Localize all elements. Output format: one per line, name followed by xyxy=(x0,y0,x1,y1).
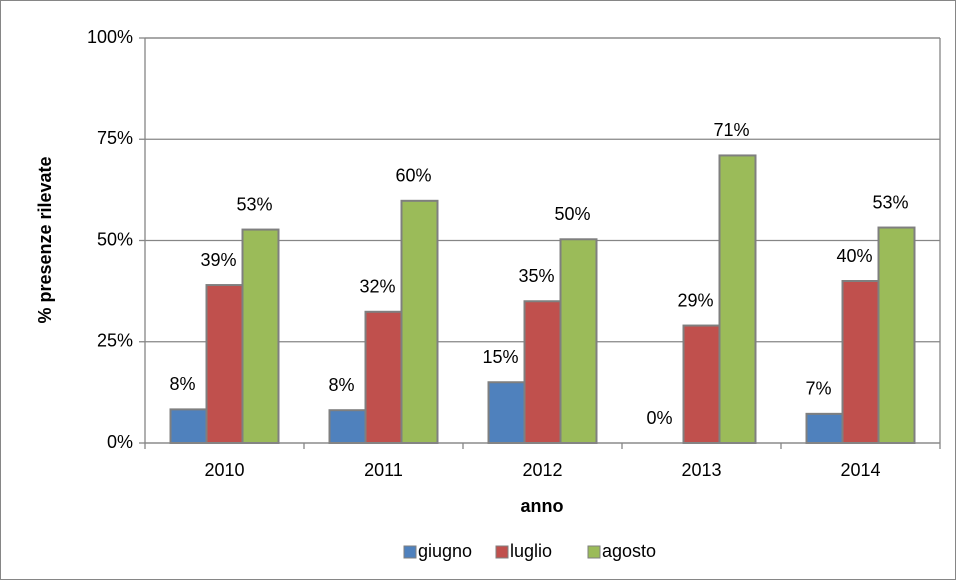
value-label: 0% xyxy=(646,408,672,428)
bar xyxy=(841,280,880,444)
bar xyxy=(241,228,280,444)
x-tick-label: 2011 xyxy=(364,460,403,480)
y-tick-label: 25% xyxy=(97,331,133,351)
value-label: 50% xyxy=(554,204,590,224)
bar xyxy=(718,154,757,444)
bar xyxy=(328,409,367,445)
legend-label: agosto xyxy=(602,541,656,561)
value-label: 15% xyxy=(482,347,518,367)
y-tick-label: 0% xyxy=(107,432,133,452)
value-label: 29% xyxy=(677,290,713,310)
value-label: 71% xyxy=(713,120,749,140)
value-label: 40% xyxy=(836,246,872,266)
value-label: 39% xyxy=(200,250,236,270)
bar xyxy=(523,300,562,444)
x-tick-label: 2010 xyxy=(204,460,244,480)
bar xyxy=(205,284,244,444)
bar xyxy=(400,199,439,444)
legend-swatch xyxy=(495,545,509,559)
y-axis-title: % presenze rilevate xyxy=(35,156,55,323)
bar xyxy=(682,324,721,444)
y-tick-label: 100% xyxy=(87,27,133,47)
bar xyxy=(487,381,526,444)
value-label: 53% xyxy=(236,194,272,214)
legend-label: luglio xyxy=(510,541,552,561)
value-label: 7% xyxy=(805,379,831,399)
value-label: 53% xyxy=(872,192,908,212)
legend-swatch xyxy=(403,545,417,559)
legend-label: giugno xyxy=(418,541,472,561)
bar xyxy=(877,226,916,444)
bar xyxy=(169,408,208,445)
y-tick-label: 50% xyxy=(97,229,133,249)
value-label: 8% xyxy=(169,374,195,394)
x-axis-title: anno xyxy=(521,496,564,516)
value-label: 60% xyxy=(395,166,431,186)
bar xyxy=(805,412,844,444)
bar xyxy=(364,310,403,444)
bar xyxy=(559,238,598,444)
x-tick-label: 2014 xyxy=(840,460,880,480)
value-label: 35% xyxy=(518,266,554,286)
value-label: 8% xyxy=(328,375,354,395)
legend-swatch xyxy=(587,545,601,559)
value-label: 32% xyxy=(359,277,395,297)
x-tick-label: 2012 xyxy=(522,460,562,480)
x-tick-label: 2013 xyxy=(681,460,721,480)
y-tick-label: 75% xyxy=(97,128,133,148)
